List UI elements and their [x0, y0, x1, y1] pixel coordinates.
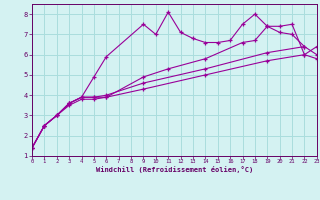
X-axis label: Windchill (Refroidissement éolien,°C): Windchill (Refroidissement éolien,°C) — [96, 166, 253, 173]
